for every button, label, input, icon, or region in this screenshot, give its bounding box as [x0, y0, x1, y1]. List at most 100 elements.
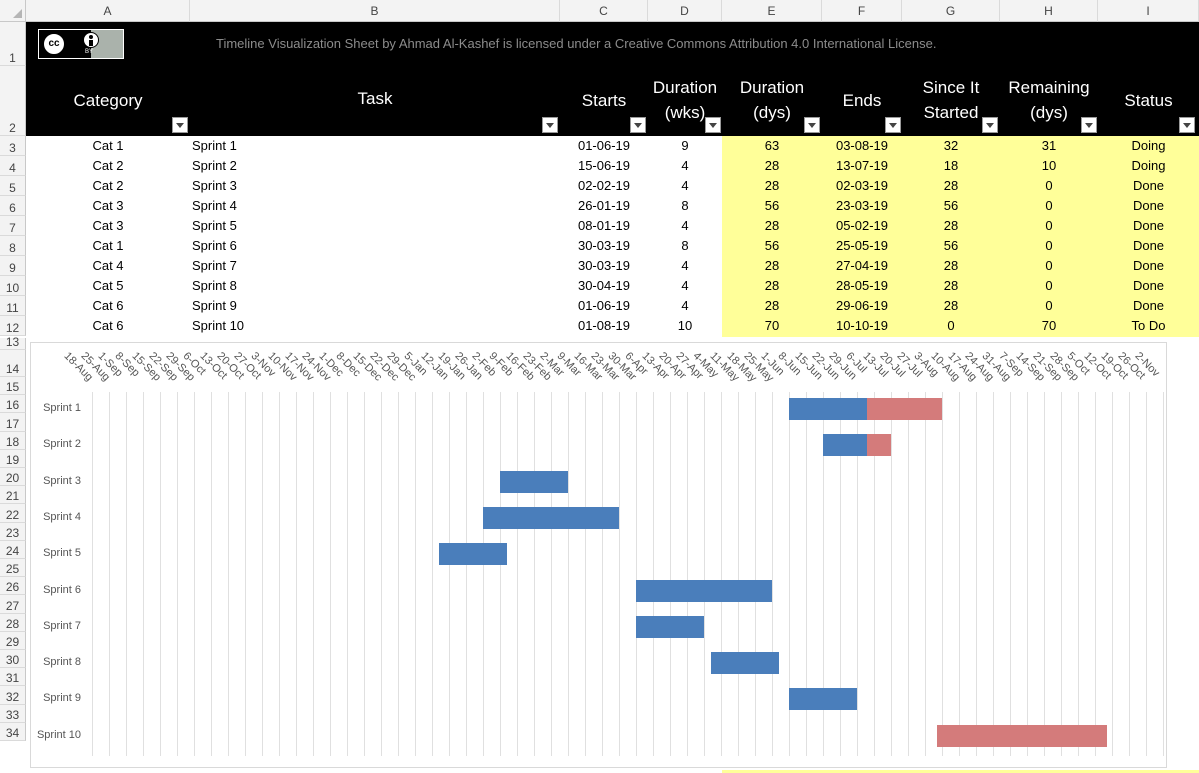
duration-dys-cell[interactable]: 28 [764, 298, 780, 313]
bar-elapsed[interactable] [636, 579, 772, 602]
column-header-f[interactable]: F [822, 0, 902, 22]
remaining-cell[interactable]: 0 [1045, 278, 1053, 293]
row-header-12[interactable]: 12 [0, 316, 26, 336]
remaining-cell[interactable]: 0 [1045, 198, 1053, 213]
row-header-25[interactable]: 25 [0, 559, 26, 578]
row-header-10[interactable]: 10 [0, 276, 26, 296]
row-header-1[interactable]: 1 [0, 22, 26, 66]
bar-elapsed[interactable] [483, 506, 619, 529]
row-header-30[interactable]: 30 [0, 650, 26, 669]
status-cell[interactable]: To Do [1131, 318, 1166, 333]
starts-cell[interactable]: 01-08-19 [577, 318, 631, 333]
column-header-h[interactable]: H [1000, 0, 1098, 22]
since-started-cell[interactable]: 0 [947, 318, 955, 333]
ends-cell[interactable]: 05-02-19 [835, 218, 889, 233]
since-started-cell[interactable]: 28 [943, 178, 959, 193]
ends-cell[interactable]: 03-08-19 [835, 138, 889, 153]
filter-dropdown-duration-wks[interactable] [705, 117, 721, 133]
category-cell[interactable]: Cat 1 [92, 138, 124, 153]
duration-dys-cell[interactable]: 28 [764, 278, 780, 293]
status-cell[interactable]: Doing [1131, 158, 1166, 173]
row-header-13[interactable]: 13 [0, 335, 26, 350]
status-cell[interactable]: Done [1132, 278, 1165, 293]
filter-dropdown-status[interactable] [1179, 117, 1195, 133]
ends-cell[interactable]: 23-03-19 [835, 198, 889, 213]
row-header-22[interactable]: 22 [0, 504, 26, 523]
status-cell[interactable]: Doing [1131, 138, 1166, 153]
column-header-b[interactable]: B [190, 0, 560, 22]
ends-cell[interactable]: 02-03-19 [835, 178, 889, 193]
task-cell[interactable]: Sprint 7 [192, 258, 237, 273]
duration-wks-cell[interactable]: 8 [681, 198, 689, 213]
task-cell[interactable]: Sprint 2 [192, 158, 237, 173]
row-header-4[interactable]: 4 [0, 156, 26, 176]
task-cell[interactable]: Sprint 3 [192, 178, 237, 193]
duration-dys-cell[interactable]: 56 [764, 198, 780, 213]
row-header-15[interactable]: 15 [0, 377, 26, 396]
duration-dys-cell[interactable]: 28 [764, 158, 780, 173]
gantt-chart[interactable] [30, 342, 1167, 768]
select-all-corner[interactable] [0, 0, 26, 22]
category-cell[interactable]: Cat 3 [92, 198, 124, 213]
starts-cell[interactable]: 30-03-19 [577, 238, 631, 253]
filter-dropdown-task[interactable] [542, 117, 558, 133]
starts-cell[interactable]: 26-01-19 [577, 198, 631, 213]
since-started-cell[interactable]: 28 [943, 278, 959, 293]
remaining-cell[interactable]: 31 [1041, 138, 1057, 153]
row-header-9[interactable]: 9 [0, 256, 26, 276]
row-header-33[interactable]: 33 [0, 704, 26, 723]
row-header-17[interactable]: 17 [0, 413, 26, 432]
category-cell[interactable]: Cat 4 [92, 258, 124, 273]
remaining-cell[interactable]: 0 [1045, 218, 1053, 233]
category-cell[interactable]: Cat 2 [92, 178, 124, 193]
starts-cell[interactable]: 08-01-19 [577, 218, 631, 233]
filter-dropdown-remaining[interactable] [1081, 117, 1097, 133]
duration-wks-cell[interactable]: 4 [681, 158, 689, 173]
remaining-cell[interactable]: 0 [1045, 258, 1053, 273]
bar-elapsed[interactable] [823, 434, 867, 457]
cc-by-logo[interactable]: cc BY [38, 29, 124, 59]
category-cell[interactable]: Cat 6 [92, 298, 124, 313]
filter-dropdown-since[interactable] [982, 117, 998, 133]
duration-wks-cell[interactable]: 4 [681, 298, 689, 313]
remaining-cell[interactable]: 0 [1045, 238, 1053, 253]
starts-cell[interactable]: 01-06-19 [577, 138, 631, 153]
status-cell[interactable]: Done [1132, 178, 1165, 193]
starts-cell[interactable]: 30-03-19 [577, 258, 631, 273]
bar-elapsed[interactable] [789, 398, 867, 420]
starts-cell[interactable]: 01-06-19 [577, 298, 631, 313]
row-header-14[interactable]: 14 [0, 350, 26, 377]
row-header-24[interactable]: 24 [0, 540, 26, 559]
duration-wks-cell[interactable]: 10 [677, 318, 693, 333]
category-cell[interactable]: Cat 5 [92, 278, 124, 293]
column-header-g[interactable]: G [902, 0, 1000, 22]
bar-elapsed[interactable] [500, 470, 568, 493]
row-header-19[interactable]: 19 [0, 449, 26, 468]
duration-dys-cell[interactable]: 63 [764, 138, 780, 153]
column-header-a[interactable]: A [26, 0, 190, 22]
task-cell[interactable]: Sprint 6 [192, 238, 237, 253]
duration-dys-cell[interactable]: 28 [764, 178, 780, 193]
task-cell[interactable]: Sprint 4 [192, 198, 237, 213]
remaining-cell[interactable]: 0 [1045, 298, 1053, 313]
task-cell[interactable]: Sprint 8 [192, 278, 237, 293]
duration-wks-cell[interactable]: 4 [681, 218, 689, 233]
duration-dys-cell[interactable]: 56 [764, 238, 780, 253]
row-header-18[interactable]: 18 [0, 431, 26, 450]
ends-cell[interactable]: 29-06-19 [835, 298, 889, 313]
row-header-28[interactable]: 28 [0, 613, 26, 632]
since-started-cell[interactable]: 18 [943, 158, 959, 173]
ends-cell[interactable]: 28-05-19 [835, 278, 889, 293]
category-cell[interactable]: Cat 6 [92, 318, 124, 333]
since-started-cell[interactable]: 56 [943, 198, 959, 213]
duration-wks-cell[interactable]: 4 [681, 278, 689, 293]
status-cell[interactable]: Done [1132, 258, 1165, 273]
duration-dys-cell[interactable]: 28 [764, 258, 780, 273]
row-header-34[interactable]: 34 [0, 722, 26, 741]
category-cell[interactable]: Cat 3 [92, 218, 124, 233]
bar-elapsed[interactable] [636, 615, 704, 638]
task-cell[interactable]: Sprint 10 [192, 318, 245, 333]
starts-cell[interactable]: 30-04-19 [577, 278, 631, 293]
duration-wks-cell[interactable]: 4 [681, 178, 689, 193]
row-header-2[interactable]: 2 [0, 66, 26, 136]
